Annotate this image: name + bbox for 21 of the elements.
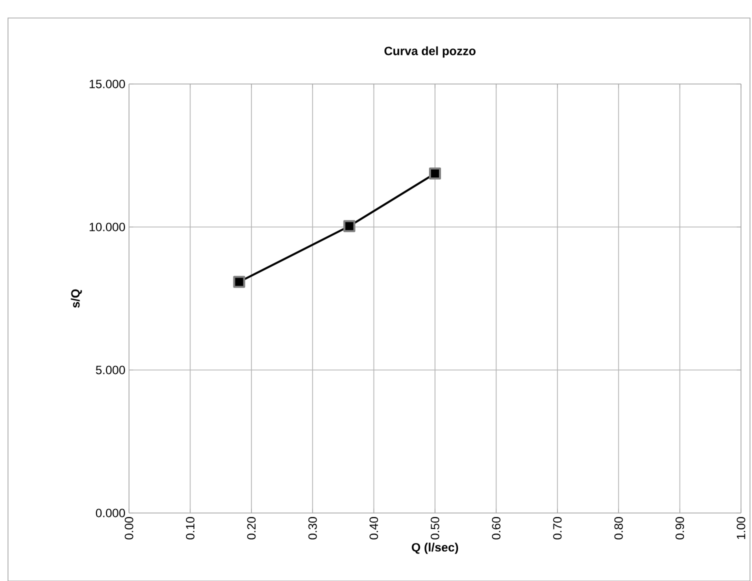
x-tick-label: 0.20 xyxy=(247,516,256,540)
x-tick-label: 0.90 xyxy=(676,516,684,540)
y-tick-label: 15.000 xyxy=(90,80,126,88)
x-tick-label: 0.60 xyxy=(492,516,500,540)
point xyxy=(233,276,246,288)
x-tick-label: 0.00 xyxy=(124,516,134,540)
x-tick-label: 1.00 xyxy=(736,516,746,539)
x-tick-label: 0.50 xyxy=(430,516,440,540)
x-tick-label: 0.70 xyxy=(553,516,562,540)
y-axis-title: s/Q xyxy=(70,289,82,308)
chart-title: Curva del pozzo xyxy=(384,46,476,58)
y-tick-label: 5.000 xyxy=(96,366,126,374)
point xyxy=(429,167,441,180)
x-tick-label: 0.30 xyxy=(308,516,317,540)
y-tick-label: 0.000 xyxy=(96,508,126,518)
y-tick-label: 10.000 xyxy=(90,222,126,232)
point xyxy=(343,220,356,232)
x-axis-title: Q (l/sec) xyxy=(412,542,458,554)
x-tick-label: 0.80 xyxy=(614,516,623,540)
x-tick-label: 0.10 xyxy=(186,516,194,540)
x-tick-label: 0.40 xyxy=(370,516,378,540)
